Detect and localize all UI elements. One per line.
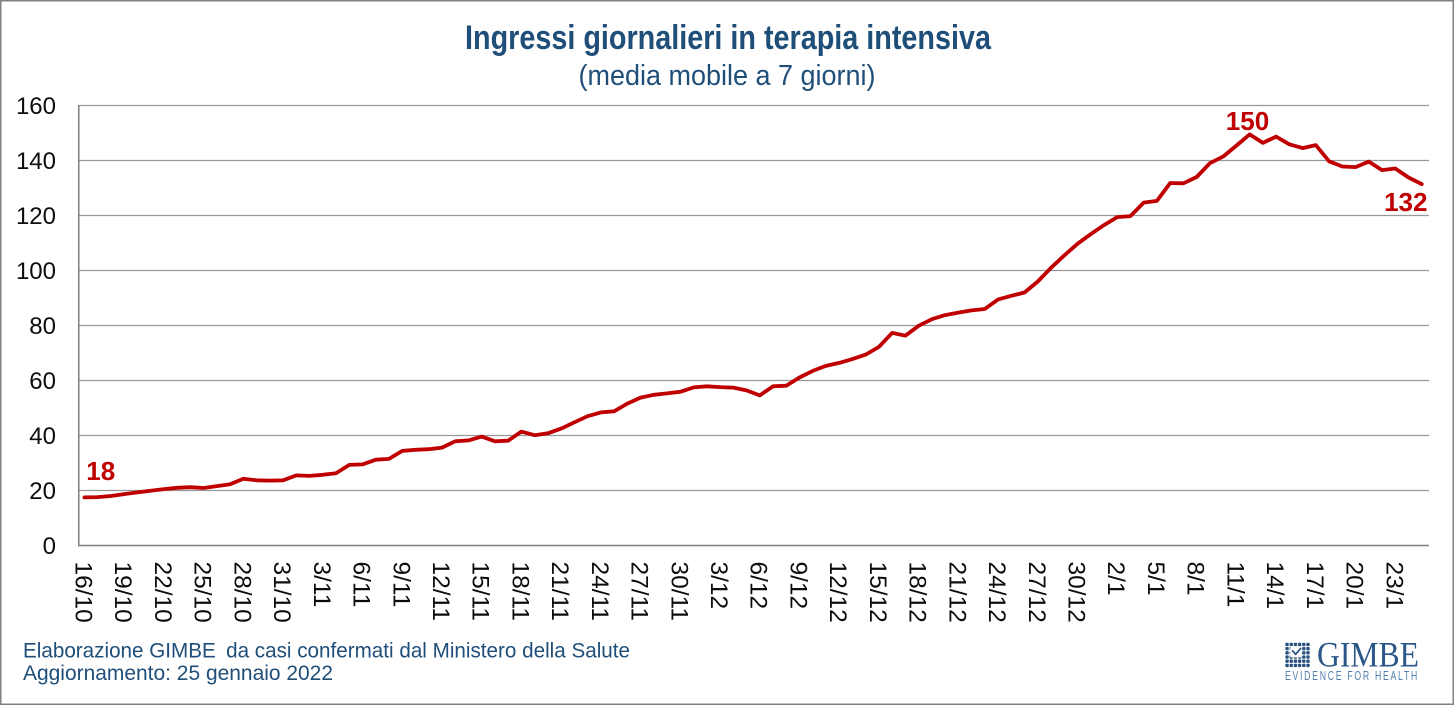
svg-text:27/11: 27/11	[626, 562, 653, 622]
svg-text:15/12: 15/12	[864, 562, 891, 623]
svg-text:15/11: 15/11	[467, 562, 494, 622]
svg-text:18/11: 18/11	[506, 562, 533, 622]
svg-text:31/10: 31/10	[268, 562, 295, 623]
svg-text:20/1: 20/1	[1341, 562, 1368, 610]
svg-text:9/12: 9/12	[785, 562, 812, 610]
svg-text:12/11: 12/11	[427, 562, 454, 622]
svg-text:14/1: 14/1	[1261, 562, 1288, 610]
svg-text:140: 140	[16, 148, 56, 175]
svg-text:160: 160	[16, 93, 56, 120]
svg-text:(media mobile a 7 giorni): (media mobile a 7 giorni)	[579, 60, 876, 92]
svg-text:19/10: 19/10	[109, 562, 136, 623]
svg-text:5/1: 5/1	[1142, 562, 1169, 596]
svg-text:150: 150	[1226, 106, 1269, 136]
svg-text:Elaborazione GIMBE da casi con: Elaborazione GIMBE da casi confermati da…	[23, 639, 630, 663]
svg-text:6/12: 6/12	[745, 562, 772, 610]
svg-text:40: 40	[29, 423, 56, 450]
svg-text:8/1: 8/1	[1182, 562, 1209, 596]
svg-text:6/11: 6/11	[348, 562, 375, 608]
svg-text:Aggiornamento: 25 gennaio 2022: Aggiornamento: 25 gennaio 2022	[23, 661, 333, 685]
svg-text:GIMBE: GIMBE	[1317, 635, 1419, 675]
svg-text:30/11: 30/11	[665, 562, 692, 622]
svg-text:22/10: 22/10	[149, 562, 176, 623]
svg-text:23/1: 23/1	[1380, 562, 1407, 610]
svg-text:9/11: 9/11	[387, 562, 414, 608]
svg-text:Ingressi giornalieri in terapi: Ingressi giornalieri in terapia intensiv…	[465, 19, 992, 57]
svg-text:17/1: 17/1	[1301, 562, 1328, 610]
svg-text:100: 100	[16, 258, 56, 285]
svg-text:24/12: 24/12	[983, 562, 1010, 623]
svg-text:16/10: 16/10	[70, 562, 97, 623]
svg-text:60: 60	[29, 368, 56, 395]
svg-text:24/11: 24/11	[586, 562, 613, 622]
svg-text:20: 20	[29, 478, 56, 505]
svg-text:2/1: 2/1	[1102, 562, 1129, 596]
svg-text:120: 120	[16, 203, 56, 230]
svg-text:21/12: 21/12	[943, 562, 970, 623]
svg-text:27/12: 27/12	[1023, 562, 1050, 623]
svg-text:18: 18	[86, 456, 115, 486]
svg-text:21/11: 21/11	[546, 562, 573, 622]
svg-text:12/12: 12/12	[824, 562, 851, 623]
svg-text:30/12: 30/12	[1063, 562, 1090, 623]
svg-text:132: 132	[1384, 187, 1427, 217]
svg-text:28/10: 28/10	[228, 562, 255, 623]
svg-text:EVIDENCE FOR HEALTH: EVIDENCE FOR HEALTH	[1285, 669, 1419, 683]
svg-text:11/1: 11/1	[1221, 562, 1248, 608]
svg-text:3/12: 3/12	[705, 562, 732, 610]
svg-text:25/10: 25/10	[189, 562, 216, 623]
svg-text:80: 80	[29, 313, 56, 340]
svg-text:18/12: 18/12	[904, 562, 931, 623]
svg-text:3/11: 3/11	[308, 562, 335, 608]
svg-text:0: 0	[43, 533, 56, 560]
